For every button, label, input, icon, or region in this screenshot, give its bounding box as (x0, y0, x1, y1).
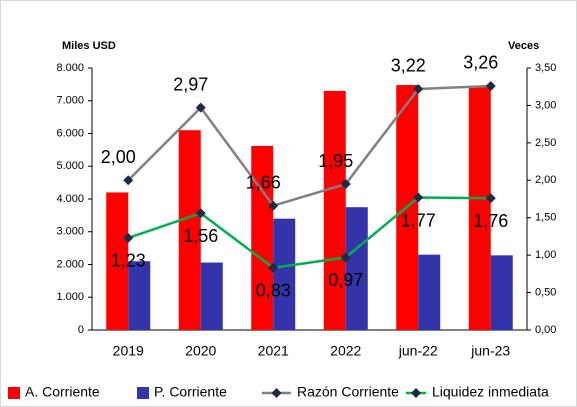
bar (106, 192, 129, 330)
bar (128, 261, 151, 330)
legend-swatch (137, 387, 149, 399)
marker (123, 232, 134, 243)
y2-tick-label: 0,50 (535, 286, 556, 298)
x-tick-label: jun-22 (398, 343, 438, 359)
y-tick-label: 1.000 (56, 291, 84, 303)
marker (123, 175, 134, 186)
marker (340, 252, 351, 263)
y-tick-label: 5.000 (56, 160, 84, 172)
bar (178, 130, 201, 330)
y-tick-label: 2.000 (56, 258, 84, 270)
legend-label: A. Corriente (25, 384, 100, 400)
x-tick-label: jun-23 (470, 343, 510, 359)
y-tick-label: 6.000 (56, 127, 84, 139)
marker (485, 80, 496, 91)
y-axis-title: Miles USD (62, 40, 116, 52)
bar (200, 262, 223, 330)
x-tick-label: 2019 (113, 343, 144, 359)
bar (468, 86, 491, 330)
data-label: 2,97 (173, 74, 208, 94)
line (127, 84, 491, 208)
y2-tick-label: 3,00 (535, 99, 556, 111)
data-label: 1,66 (246, 172, 281, 192)
y-tick-label: 4.000 (56, 193, 84, 205)
legend-label: P. Corriente (154, 384, 227, 400)
bar (251, 145, 274, 330)
bar (418, 254, 441, 330)
marker (195, 102, 206, 113)
y2-tick-label: 1,00 (535, 249, 556, 261)
y-tick-label: 8.000 (56, 62, 84, 74)
marker (413, 83, 424, 94)
data-label: 1,95 (318, 151, 353, 171)
data-label: 1,23 (111, 251, 146, 271)
x-tick-label: 2021 (258, 343, 289, 359)
marker (195, 208, 206, 219)
legend-label: Liquidez inmediata (432, 384, 549, 400)
bar (345, 207, 368, 330)
data-label: 1,76 (473, 211, 508, 231)
y-tick-label: 7.000 (56, 95, 84, 107)
y2-tick-label: 1,50 (535, 212, 556, 224)
y-tick-label: 0 (78, 324, 84, 336)
legend-marker (411, 388, 421, 398)
x-tick-label: 2022 (330, 343, 361, 359)
bar (273, 218, 296, 330)
data-label: 3,26 (463, 53, 498, 73)
legend-label: Razón Corriente (297, 384, 399, 400)
bar (323, 90, 346, 330)
y2-tick-label: 0,00 (535, 324, 556, 336)
bar (490, 255, 513, 330)
y2-tick-label: 2,00 (535, 174, 556, 186)
marker (268, 200, 279, 211)
marker (268, 262, 279, 273)
data-label: 1,56 (183, 226, 218, 246)
line (127, 196, 491, 270)
data-label: 1,77 (401, 210, 436, 230)
data-label: 0,83 (256, 281, 291, 301)
data-label: 0,97 (328, 270, 363, 290)
y2-tick-label: 3,50 (535, 62, 556, 74)
y2-axis-title: Veces (508, 40, 539, 52)
data-label: 2,00 (101, 147, 136, 167)
marker (485, 193, 496, 204)
y-tick-label: 3.000 (56, 226, 84, 238)
data-label: 3,22 (391, 56, 426, 76)
marker (413, 192, 424, 203)
legend-swatch (8, 387, 20, 399)
x-tick-label: 2020 (185, 343, 216, 359)
y2-tick-label: 2,50 (535, 137, 556, 149)
legend-marker (271, 388, 282, 398)
marker (340, 179, 351, 190)
